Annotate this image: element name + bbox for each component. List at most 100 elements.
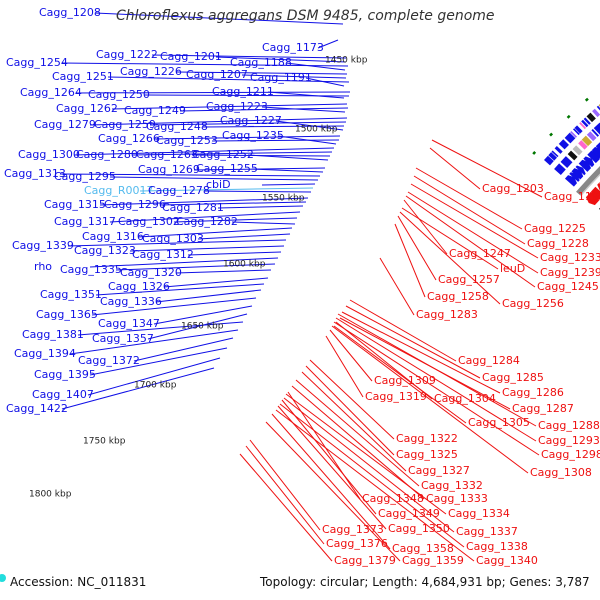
forward-gene-label[interactable]: Cagg_1317 xyxy=(54,215,116,228)
reverse-gene-label[interactable]: Cagg_1334 xyxy=(448,507,510,520)
forward-gene-label[interactable]: Cagg_1320 xyxy=(120,266,182,279)
forward-gene-label[interactable]: Cagg_1347 xyxy=(98,317,160,330)
reverse-gene-label[interactable]: Cagg_1308 xyxy=(530,466,592,479)
reverse-gene-label[interactable]: Cagg_1203 xyxy=(482,182,544,195)
gene-labels[interactable]: Cagg_1208 Cagg_1173 Cagg_1222 Cagg_1201 Cagg… xyxy=(4,6,600,567)
reverse-gene-label[interactable]: Cagg_1225 xyxy=(524,222,586,235)
reverse-gene-label[interactable]: Cagg_1284 xyxy=(458,354,520,367)
forward-gene-label[interactable]: Cagg_1300 xyxy=(18,148,80,161)
forward-gene-label[interactable]: Cagg_1250 xyxy=(88,88,150,101)
forward-gene-label[interactable]: Cagg_1254 xyxy=(6,56,68,69)
forward-gene-label[interactable]: Cagg_1208 xyxy=(39,6,101,19)
reverse-gene-label[interactable]: Cagg_1348 xyxy=(362,492,424,505)
forward-gene-label[interactable]: rho xyxy=(34,260,52,273)
forward-gene-label[interactable]: Cagg_1280 xyxy=(76,148,138,161)
forward-gene-label[interactable]: Cagg_1249 xyxy=(124,104,186,117)
reverse-gene-label[interactable]: Cagg_1327 xyxy=(408,464,470,477)
forward-gene-label[interactable]: Cagg_1259 xyxy=(94,118,156,131)
forward-gene-label[interactable]: Cagg_1295 xyxy=(54,170,116,183)
reverse-gene-label[interactable]: leuD xyxy=(500,262,525,275)
reverse-gene-label[interactable]: Cagg_1379 xyxy=(334,554,396,567)
reverse-gene-label[interactable]: Cagg_1286 xyxy=(502,386,564,399)
reverse-gene-label[interactable]: Cagg_1333 xyxy=(426,492,488,505)
forward-gene-label[interactable]: Cagg_1315 xyxy=(44,198,106,211)
forward-gene-label[interactable]: Cagg_1302 xyxy=(118,215,180,228)
forward-gene-label[interactable]: Cagg_1253 xyxy=(156,134,218,147)
reverse-gene-label[interactable]: Cagg_1293 xyxy=(538,434,600,447)
forward-gene-label[interactable]: Cagg_1336 xyxy=(100,295,162,308)
reverse-gene-label[interactable]: Cagg_1233 xyxy=(540,251,600,264)
reverse-gene-label[interactable]: Cagg_1337 xyxy=(456,525,518,538)
reverse-gene-label[interactable]: Cagg_1325 xyxy=(396,448,458,461)
forward-gene-label[interactable]: Cagg_1222 xyxy=(96,48,158,61)
forward-gene-label[interactable]: Cagg_1281 xyxy=(162,201,224,214)
reverse-gene-label[interactable]: Cagg_1247 xyxy=(449,247,511,260)
forward-gene-label[interactable]: Cagg_1255 xyxy=(196,162,258,175)
forward-gene-label[interactable]: Cagg_1269 xyxy=(138,163,200,176)
reverse-gene-label[interactable]: Cagg_1358 xyxy=(392,542,454,555)
reverse-gene-label[interactable]: Cagg_1305 xyxy=(468,416,530,429)
forward-gene-label[interactable]: Cagg_1335 xyxy=(60,263,122,276)
forward-gene-label[interactable]: Cagg_1357 xyxy=(92,332,154,345)
forward-gene-label[interactable]: Cagg_1263 xyxy=(136,148,198,161)
forward-gene-label[interactable]: Cagg_1264 xyxy=(20,86,82,99)
reverse-gene-label[interactable]: Cagg_1340 xyxy=(476,554,538,567)
reverse-gene-label[interactable]: Cagg_1322 xyxy=(396,432,458,445)
forward-gene-label[interactable]: Cagg_1312 xyxy=(132,248,194,261)
reverse-gene-label[interactable]: Cagg_1359 xyxy=(402,554,464,567)
forward-gene-label[interactable]: Cagg_1395 xyxy=(34,368,96,381)
reverse-gene-label[interactable]: Cagg_1298 xyxy=(541,448,600,461)
reverse-gene-label[interactable]: Cagg_1332 xyxy=(421,479,483,492)
forward-gene-label[interactable]: Cagg_1173 xyxy=(262,41,324,54)
forward-gene-label[interactable]: Cagg_1282 xyxy=(176,215,238,228)
forward-gene-label[interactable]: Cagg_1422 xyxy=(6,402,68,415)
forward-gene-label[interactable]: Cagg_1365 xyxy=(36,308,98,321)
reverse-gene-label[interactable]: Cagg_1373 xyxy=(322,523,384,536)
forward-gene-label[interactable]: Cagg_1278 xyxy=(148,184,210,197)
reverse-gene-label[interactable]: Cagg_1376 xyxy=(326,537,388,550)
reverse-gene-label[interactable]: Cagg_1287 xyxy=(512,402,574,415)
forward-gene-label[interactable]: Cagg_1381 xyxy=(22,328,84,341)
forward-gene-label[interactable]: Cagg_1251 xyxy=(52,70,114,83)
reverse-gene-label[interactable]: Cagg_1350 xyxy=(388,522,450,535)
forward-gene-label[interactable]: Cagg_1191 xyxy=(250,71,312,84)
forward-gene-label[interactable]: Cagg_1339 xyxy=(12,239,74,252)
forward-gene-label[interactable]: Cagg_1407 xyxy=(32,388,94,401)
forward-gene-label[interactable]: Cagg_1227 xyxy=(220,114,282,127)
reverse-gene-label[interactable]: Cagg_1257 xyxy=(438,273,500,286)
forward-gene-label[interactable]: Cagg_1201 xyxy=(160,50,222,63)
reverse-gene-label[interactable]: Cagg_1245 xyxy=(537,280,599,293)
forward-gene-label[interactable]: Cagg_1351 xyxy=(40,288,102,301)
forward-gene-label[interactable]: Cagg_1226 xyxy=(120,65,182,78)
reverse-gene-label[interactable]: Cagg_1228 xyxy=(527,237,589,250)
reverse-gene-label[interactable]: Cagg_1199 xyxy=(544,190,600,203)
reverse-gene-label[interactable]: Cagg_1309 xyxy=(374,374,436,387)
reverse-gene-label[interactable]: Cagg_1239 xyxy=(540,266,600,279)
reverse-gene-label[interactable]: Cagg_1304 xyxy=(434,392,496,405)
forward-gene-label[interactable]: Cagg_1394 xyxy=(14,347,76,360)
reverse-gene-label[interactable]: Cagg_1338 xyxy=(466,540,528,553)
forward-gene-label[interactable]: Cagg_1223 xyxy=(206,100,268,113)
forward-gene-label[interactable]: Cagg_1323 xyxy=(74,244,136,257)
forward-gene-label[interactable]: Cagg_1235 xyxy=(222,129,284,142)
forward-gene-label[interactable]: Cagg_1211 xyxy=(212,85,274,98)
forward-gene-label[interactable]: Cagg_1207 xyxy=(186,68,248,81)
forward-gene-label[interactable]: Cagg_1252 xyxy=(192,148,254,161)
forward-gene-label[interactable]: cbiD xyxy=(206,178,231,191)
forward-gene-label[interactable]: Cagg_1303 xyxy=(142,232,204,245)
forward-gene-label[interactable]: Cagg_1313 xyxy=(4,167,66,180)
forward-gene-label[interactable]: Cagg_R0017 xyxy=(84,184,154,197)
forward-gene-label[interactable]: Cagg_1248 xyxy=(146,120,208,133)
forward-gene-label[interactable]: Cagg_1266 xyxy=(98,132,160,145)
forward-gene-label[interactable]: Cagg_1279 xyxy=(34,118,96,131)
forward-gene-label[interactable]: Cagg_1188 xyxy=(230,56,292,69)
forward-gene-label[interactable]: Cagg_1372 xyxy=(78,354,140,367)
reverse-gene-label[interactable]: Cagg_1256 xyxy=(502,297,564,310)
reverse-gene-label[interactable]: Cagg_1285 xyxy=(482,371,544,384)
reverse-gene-label[interactable]: Cagg_1319 xyxy=(365,390,427,403)
forward-gene-label[interactable]: Cagg_1296 xyxy=(104,198,166,211)
forward-gene-label[interactable]: Cagg_1326 xyxy=(108,280,170,293)
forward-gene-label[interactable]: Cagg_1262 xyxy=(56,102,118,115)
reverse-gene-label[interactable]: Cagg_1283 xyxy=(416,308,478,321)
reverse-gene-label[interactable]: Cagg_1288 xyxy=(538,419,600,432)
